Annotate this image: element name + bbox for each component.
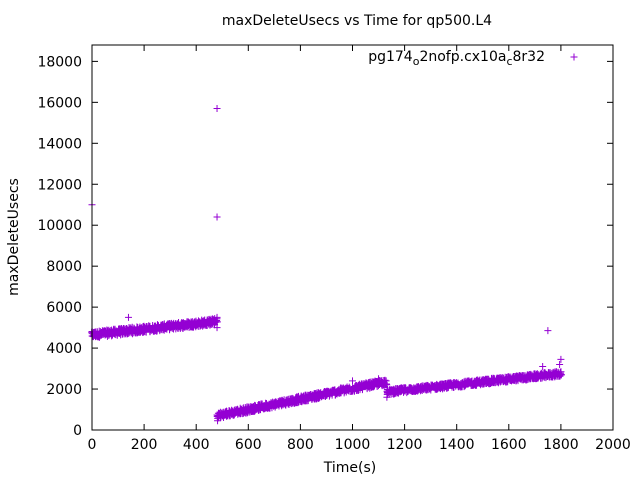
legend-marker (570, 53, 578, 61)
x-tick-label: 600 (235, 437, 262, 453)
data-point (382, 380, 390, 388)
y-tick-label: 18000 (37, 54, 82, 70)
x-tick-label: 2000 (595, 437, 631, 453)
y-tick-label: 14000 (37, 136, 82, 152)
data-point (557, 355, 565, 363)
x-tick-label: 1200 (387, 437, 423, 453)
data-point (557, 368, 565, 376)
axis-ticks: 0 200 400 600 800 1000 1200 1400 1600 1800 2000 0 20… (37, 45, 631, 453)
x-tick-label: 1600 (491, 437, 527, 453)
data-point (544, 327, 552, 335)
y-tick-label: 0 (73, 423, 82, 439)
data-point (539, 363, 547, 371)
data-point (349, 377, 356, 385)
x-tick-label: 800 (287, 437, 314, 453)
x-tick-label: 1000 (335, 437, 371, 453)
x-tick-label: 400 (183, 437, 210, 453)
y-tick-label: 2000 (46, 382, 82, 398)
y-tick-label: 4000 (46, 341, 82, 357)
x-axis-label: Time(s) (323, 460, 376, 476)
data-point (556, 360, 564, 368)
plot-border (91, 44, 614, 431)
data-point (213, 213, 221, 221)
x-tick-label: 1400 (439, 437, 475, 453)
data-point (124, 313, 132, 321)
chart-title: maxDeleteUsecs vs Time for qp500.L4 (222, 13, 492, 29)
legend-label: pg174o2nofp.cx10ac8r32 (368, 49, 545, 68)
x-tick-label: 0 (88, 437, 97, 453)
y-tick-label: 16000 (37, 95, 82, 111)
y-tick-label: 10000 (37, 218, 82, 234)
data-point (213, 324, 221, 332)
data-point (214, 417, 222, 425)
x-tick-label: 200 (131, 437, 158, 453)
data-point (213, 313, 221, 321)
data-point (375, 375, 383, 383)
data-point (213, 104, 221, 112)
y-axis-label: maxDeleteUsecs (6, 178, 22, 296)
y-tick-label: 6000 (46, 300, 82, 316)
y-tick-label: 12000 (37, 177, 82, 193)
data-point (383, 393, 391, 401)
legend: pg174o2nofp.cx10ac8r32 (368, 49, 578, 68)
y-tick-label: 8000 (46, 259, 82, 275)
data-points (88, 104, 565, 425)
x-tick-label: 1800 (543, 437, 579, 453)
